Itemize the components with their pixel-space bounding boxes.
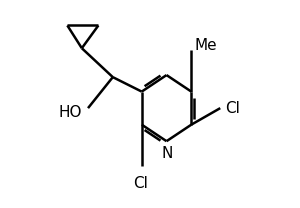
Text: Cl: Cl (225, 101, 240, 116)
Text: HO: HO (58, 105, 82, 120)
Text: Cl: Cl (133, 176, 148, 191)
Text: N: N (162, 146, 173, 161)
Text: Me: Me (194, 38, 217, 53)
